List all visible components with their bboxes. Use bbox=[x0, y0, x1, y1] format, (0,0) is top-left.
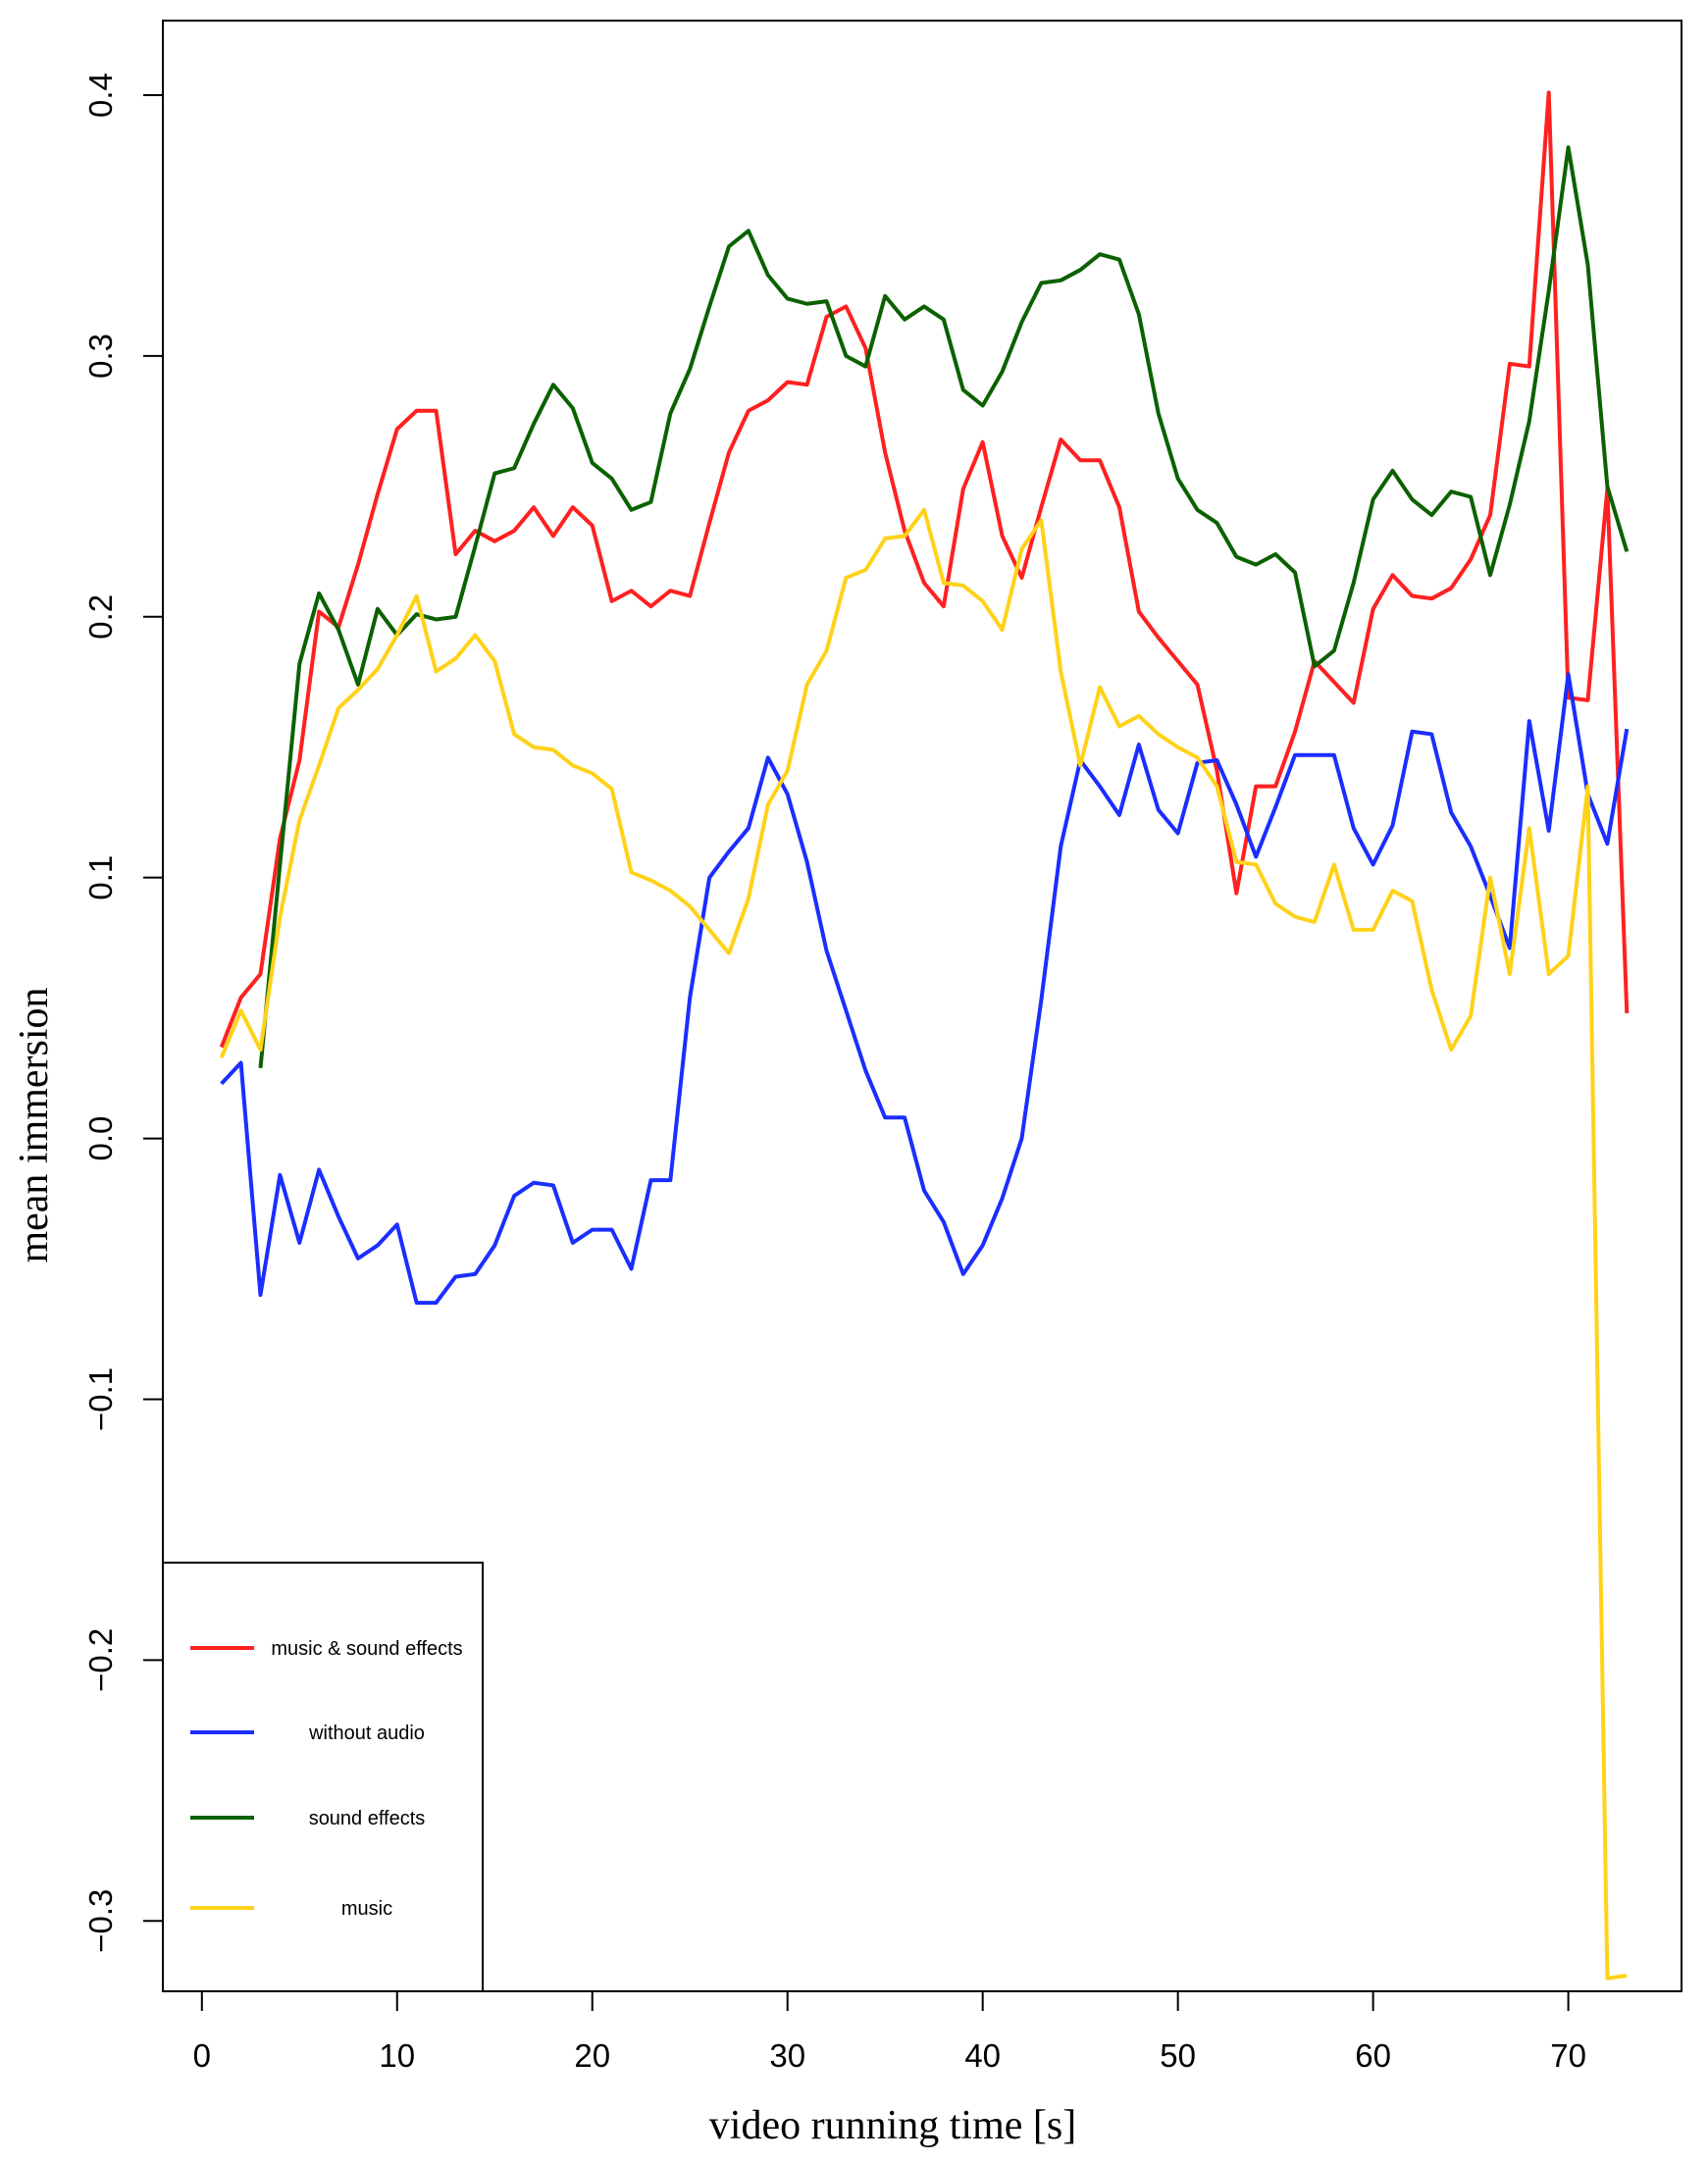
x-axis-title: video running time [s] bbox=[709, 2103, 1076, 2148]
legend-label: without audio bbox=[308, 1723, 425, 1744]
series-line bbox=[219, 90, 1630, 1049]
y-tick-label: 0.3 bbox=[82, 334, 119, 379]
x-tick-label: 50 bbox=[1160, 2037, 1196, 2074]
y-tick-label: −0.3 bbox=[82, 1889, 119, 1953]
x-tick-label: 60 bbox=[1355, 2037, 1391, 2074]
series-line bbox=[220, 672, 1630, 1306]
y-tick-label: 0.4 bbox=[82, 73, 119, 118]
y-axis-title: mean immersion bbox=[12, 987, 57, 1262]
plot-frame bbox=[162, 20, 1682, 1992]
x-tick-label: 10 bbox=[379, 2037, 415, 2074]
y-tick-label: 0.1 bbox=[82, 855, 119, 900]
legend-label: sound effects bbox=[309, 1808, 426, 1829]
legend-box bbox=[162, 1562, 484, 1992]
series-line bbox=[219, 507, 1628, 1981]
y-tick-label: −0.2 bbox=[82, 1628, 119, 1692]
legend-label: music bbox=[341, 1898, 392, 1920]
y-tick-label: 0.2 bbox=[82, 594, 119, 640]
y-tick-label: −0.1 bbox=[82, 1367, 119, 1431]
x-tick-label: 70 bbox=[1550, 2037, 1586, 2074]
y-tick-label: 0.0 bbox=[82, 1116, 119, 1161]
x-tick-label: 0 bbox=[193, 2037, 211, 2074]
x-tick-label: 40 bbox=[964, 2037, 1001, 2074]
x-tick-label: 20 bbox=[574, 2037, 610, 2074]
legend-label: music & sound effects bbox=[271, 1638, 462, 1660]
x-tick-label: 30 bbox=[769, 2037, 805, 2074]
series-line bbox=[258, 145, 1630, 1068]
